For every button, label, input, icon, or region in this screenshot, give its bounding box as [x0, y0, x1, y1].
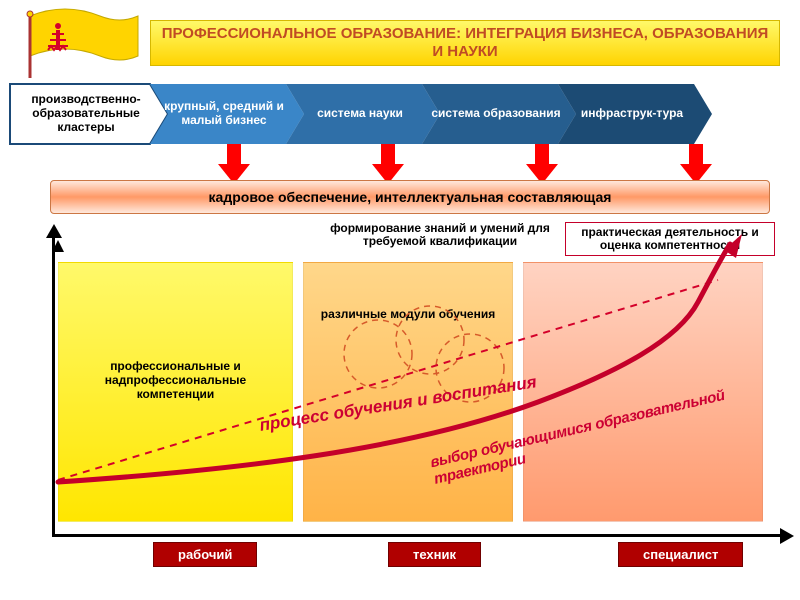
chevron-1: крупный, средний и малый бизнес	[150, 84, 304, 144]
flag-icon	[10, 8, 150, 83]
x-axis	[52, 534, 784, 537]
category-0: рабочий	[153, 542, 257, 567]
label-practice: практическая деятельность и оценка компе…	[565, 222, 775, 256]
chevron-label-1: крупный, средний и малый бизнес	[150, 84, 304, 144]
chevron-label-2: система науки	[286, 84, 440, 144]
chevron-label-3: система образования	[422, 84, 576, 144]
y-axis-arrow-icon	[46, 224, 62, 240]
down-arrow-icon	[218, 144, 250, 184]
page-title: ПРОФЕССИОНАЛЬНОЕ ОБРАЗОВАНИЕ: ИНТЕГРАЦИЯ…	[150, 20, 780, 66]
kadry-bar: кадровое обеспечение, интеллектуальная с…	[50, 180, 770, 214]
chevron-4: инфраструк-тура	[558, 84, 712, 144]
down-arrow-icon	[680, 144, 712, 184]
chevron-2: система науки	[286, 84, 440, 144]
chevron-label-0: производственно-образовательные кластеры	[10, 84, 168, 144]
arrow-chevron-row: производственно-образовательные кластеры…	[10, 84, 790, 144]
x-axis-arrow-icon	[780, 528, 796, 544]
down-arrow-icon	[372, 144, 404, 184]
chevron-3: система образования	[422, 84, 576, 144]
chevron-label-4: инфраструк-тура	[558, 84, 712, 144]
chevron-0: производственно-образовательные кластеры	[10, 84, 168, 144]
category-1: техник	[388, 542, 481, 567]
y-axis	[52, 234, 55, 536]
category-2: специалист	[618, 542, 743, 567]
down-arrow-icon	[526, 144, 558, 184]
chart-area: профессиональные и надпрофессиональные к…	[58, 262, 768, 522]
label-formation: формирование знаний и умений для требуем…	[330, 222, 550, 248]
